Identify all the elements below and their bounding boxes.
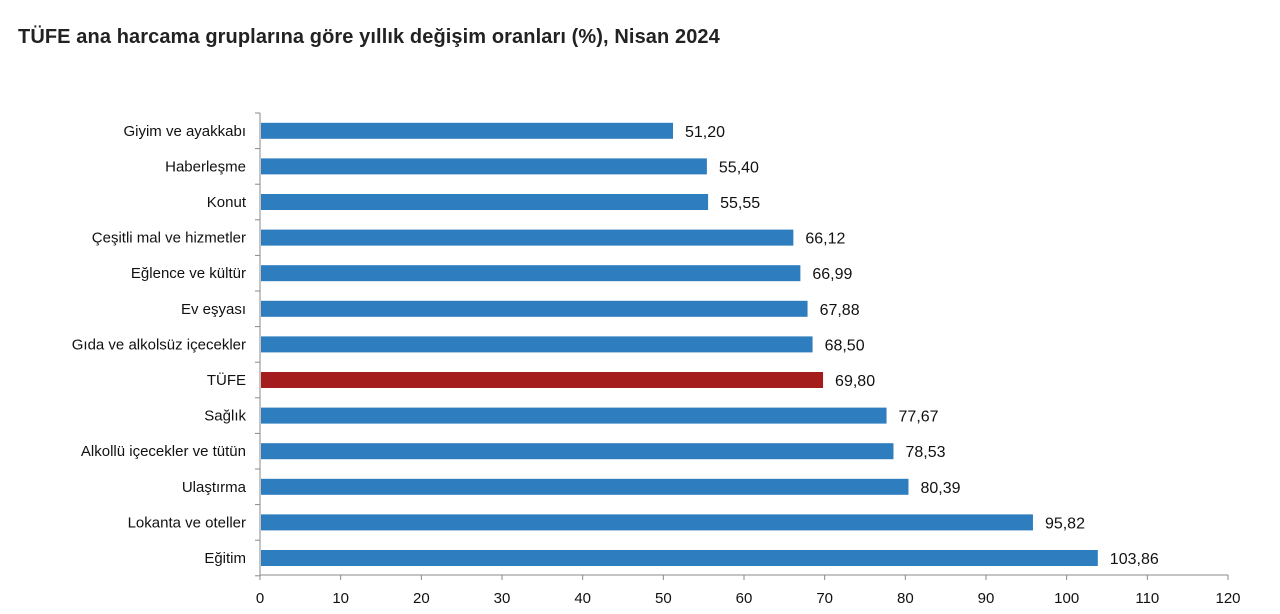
category-label: Gıda ve alkolsüz içecekler [72, 336, 246, 353]
value-label: 66,12 [805, 231, 845, 248]
x-tick-label: 20 [413, 590, 430, 607]
bar-11 [261, 514, 1033, 531]
value-label: 103,86 [1110, 551, 1159, 568]
value-label: 77,67 [899, 409, 939, 426]
value-label: 51,20 [685, 124, 725, 141]
chart-title: TÜFE ana harcama gruplarına göre yıllık … [18, 26, 720, 48]
bar-12 [261, 550, 1098, 566]
bar-1 [261, 158, 707, 175]
bar-2 [261, 194, 709, 210]
value-label: 95,82 [1045, 515, 1085, 532]
category-label: Ulaştırma [182, 479, 247, 496]
bar-10 [261, 478, 909, 495]
value-label: 55,40 [719, 159, 759, 176]
x-tick-label: 100 [1054, 590, 1079, 607]
value-label: 66,99 [812, 266, 852, 283]
category-label: Eğitim [204, 550, 246, 567]
x-tick-label: 120 [1215, 590, 1240, 607]
value-label: 67,88 [820, 302, 860, 319]
category-label: Konut [207, 194, 247, 211]
category-label: Ev eşyası [181, 301, 246, 318]
category-label: Alkollü içecekler ve tütün [81, 443, 246, 460]
x-tick-label: 90 [978, 590, 995, 607]
value-label: 55,55 [720, 195, 760, 212]
x-tick-label: 110 [1135, 590, 1159, 607]
value-label: 80,39 [920, 480, 960, 497]
x-tick-label: 10 [332, 590, 349, 607]
category-label: Haberleşme [165, 158, 246, 175]
x-tick-label: 50 [655, 590, 672, 607]
category-label: Giyim ve ayakkabı [123, 123, 246, 140]
bar-0 [261, 122, 674, 139]
bar-8 [261, 407, 887, 424]
category-label: TÜFE [207, 371, 246, 389]
x-tick-label: 60 [736, 590, 753, 607]
bar-4 [261, 265, 801, 282]
x-tick-label: 30 [494, 590, 511, 607]
category-label: Eğlence ve kültür [131, 265, 246, 282]
bar-9 [261, 443, 894, 460]
bar-5 [261, 300, 808, 317]
value-label: 78,53 [905, 444, 945, 461]
category-label: Çeşitli mal ve hizmetler [92, 230, 246, 247]
category-label: Lokanta ve oteller [128, 514, 246, 531]
x-tick-label: 80 [897, 590, 914, 607]
category-label: Sağlık [204, 408, 246, 425]
bar-3 [261, 229, 794, 246]
x-tick-label: 0 [256, 590, 264, 607]
value-label: 68,50 [825, 337, 865, 354]
bar-6 [261, 336, 813, 353]
x-tick-label: 70 [816, 590, 833, 607]
bar-7 [261, 372, 824, 388]
x-tick-label: 40 [574, 590, 591, 607]
value-label: 69,80 [835, 373, 875, 390]
